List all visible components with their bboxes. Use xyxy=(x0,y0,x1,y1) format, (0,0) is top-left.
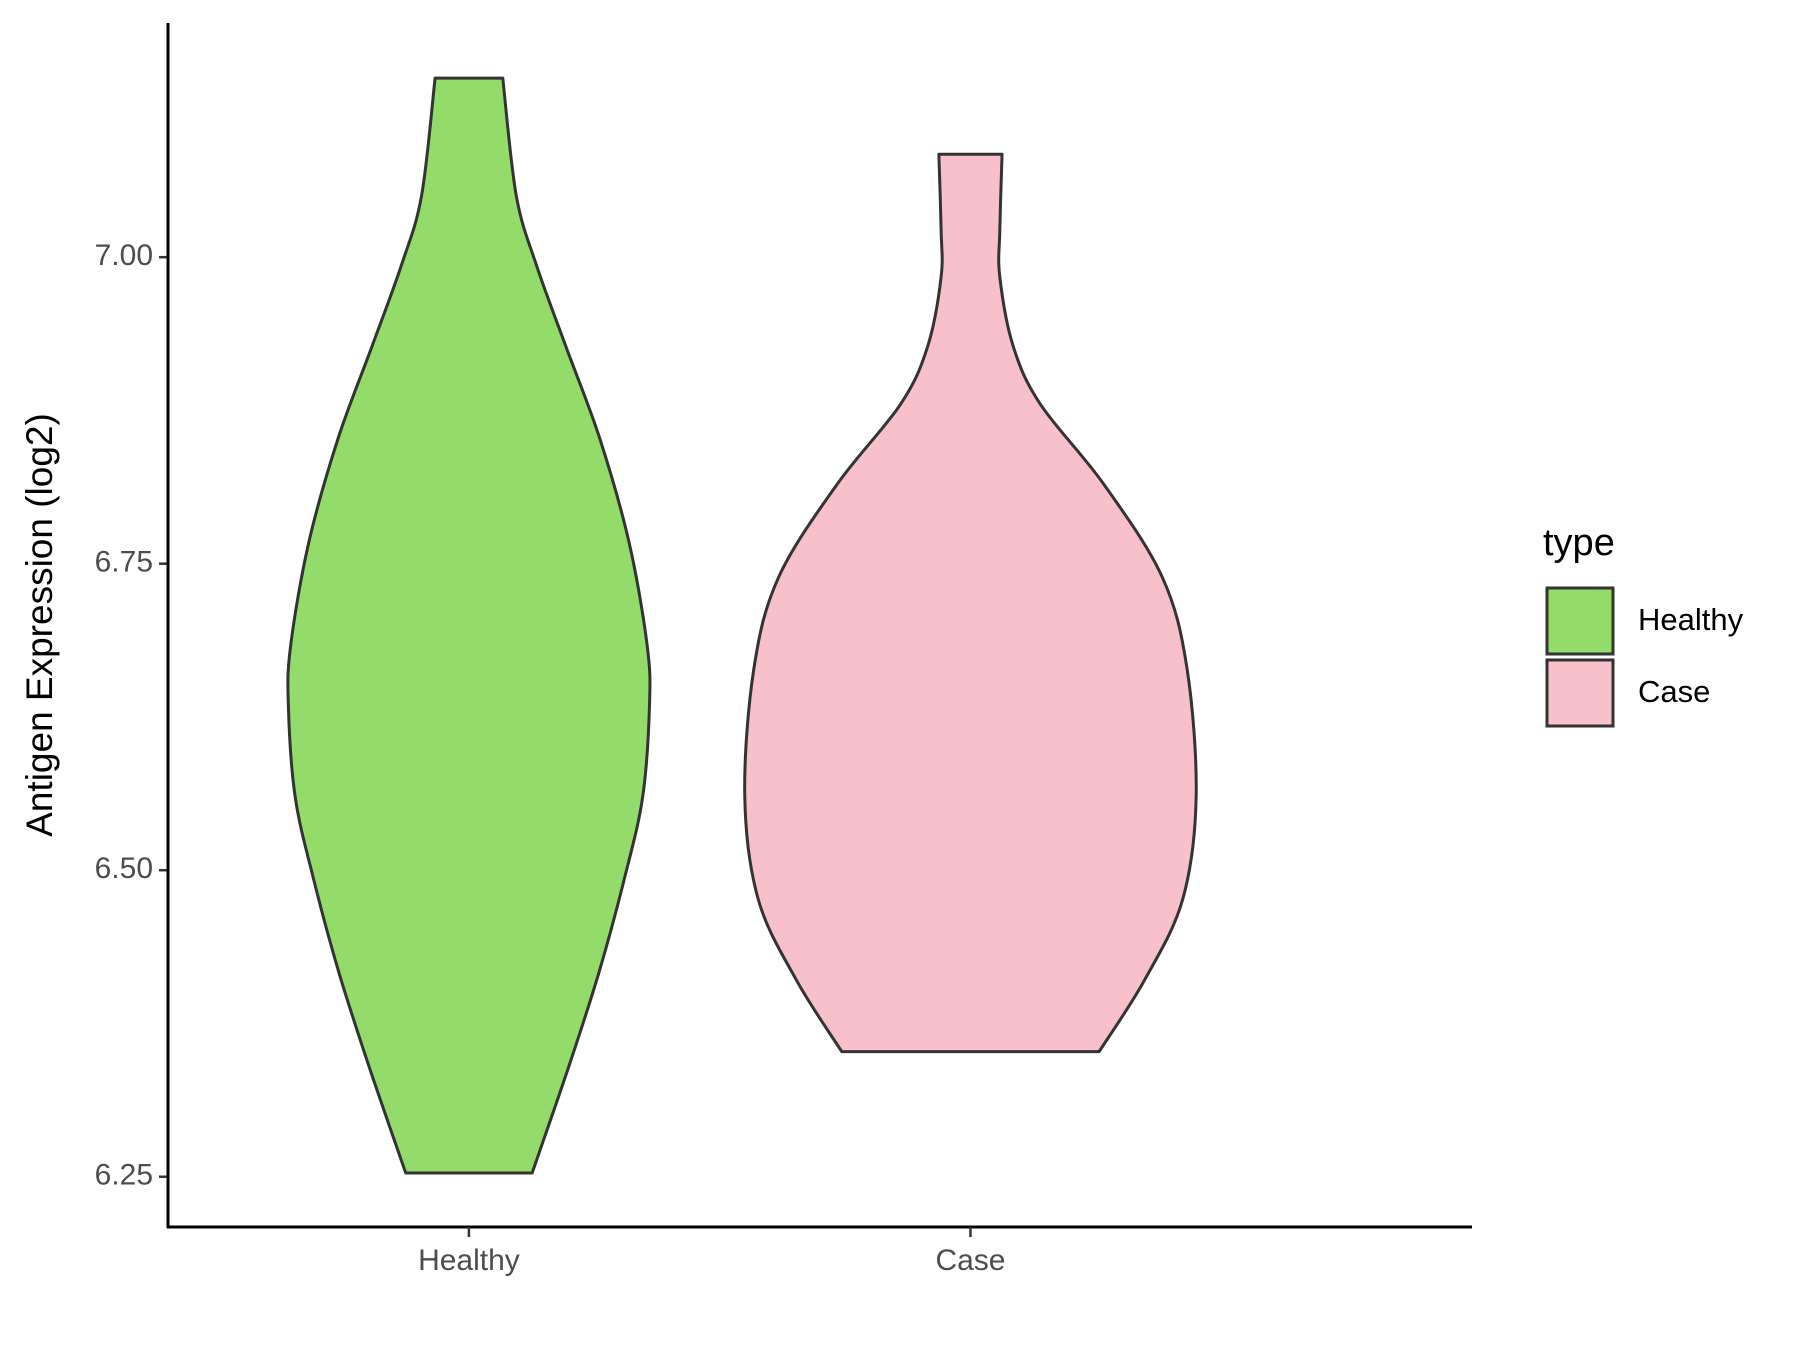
violin xyxy=(286,76,652,1175)
legend-key xyxy=(1545,586,1615,656)
y-axis-title: Antigen Expression (log2) xyxy=(19,413,60,837)
y-tick-label: 7.00 xyxy=(95,239,153,272)
legend-label: Case xyxy=(1638,674,1710,709)
legend-title: type xyxy=(1543,522,1615,564)
legend-label: Healthy xyxy=(1638,602,1744,637)
y-tick-label: 6.25 xyxy=(95,1159,153,1192)
y-tick-label: 6.50 xyxy=(95,852,153,885)
y-tick-label: 6.75 xyxy=(95,546,153,579)
violin xyxy=(743,152,1198,1054)
legend-key xyxy=(1545,658,1615,728)
x-tick-label: Case xyxy=(935,1244,1005,1277)
x-tick-label: Healthy xyxy=(418,1244,520,1277)
